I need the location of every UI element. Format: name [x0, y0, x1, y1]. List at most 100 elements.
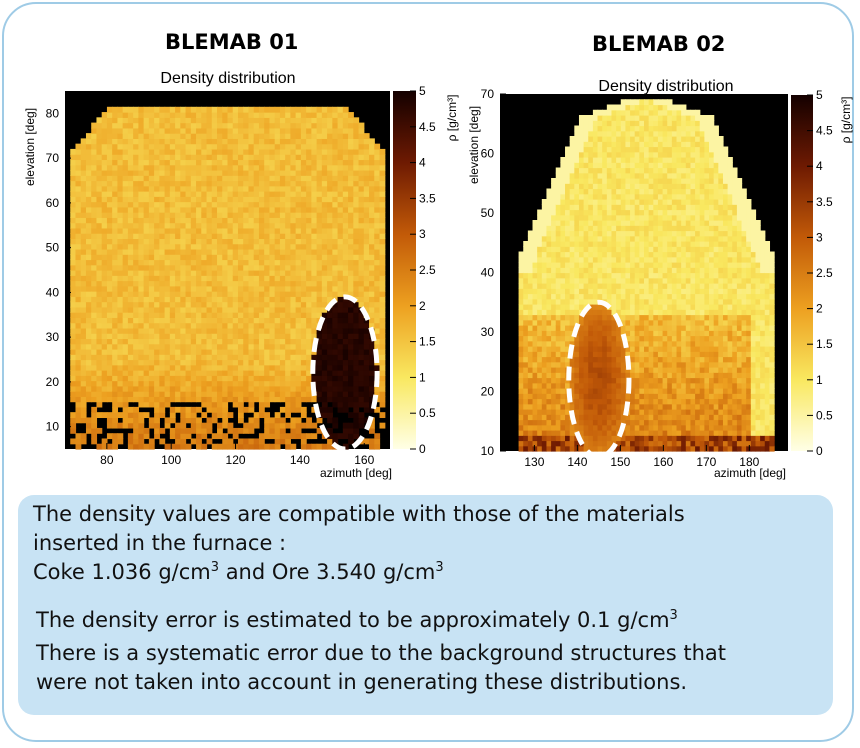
heatmap-cell — [602, 304, 608, 310]
heatmap-cell — [133, 175, 139, 182]
heatmap-cell — [527, 424, 534, 431]
heatmap-cell — [154, 217, 160, 224]
heatmap-cell — [222, 106, 229, 113]
heatmap-cell — [154, 306, 160, 313]
heatmap-cell — [353, 259, 360, 266]
heatmap-cell — [620, 209, 627, 216]
heatmap-cell — [295, 270, 302, 276]
heatmap-cell — [332, 301, 339, 308]
heatmap-cell — [185, 317, 192, 324]
heatmap-cell — [143, 359, 150, 366]
heatmap-cell — [527, 277, 534, 284]
heatmap-cell — [112, 143, 119, 150]
heatmap-cell — [555, 230, 561, 237]
heatmap-cell — [279, 348, 286, 355]
heatmap-cell — [316, 117, 323, 124]
heatmap-cell — [546, 214, 552, 221]
heatmap-cell — [217, 106, 223, 113]
heatmap-cell — [374, 438, 381, 445]
heatmap-cell — [551, 356, 557, 363]
heatmap-cell — [597, 445, 603, 452]
heatmap-cell — [75, 233, 82, 240]
heatmap-cell — [369, 175, 375, 182]
heatmap-cell — [369, 238, 375, 245]
heatmap-cell — [264, 412, 271, 419]
heatmap-cell — [211, 212, 218, 218]
heatmap-cell — [616, 377, 622, 384]
heatmap-cell — [133, 117, 139, 124]
heatmap-cell — [253, 338, 260, 345]
heatmap-cell — [597, 398, 603, 405]
heatmap-cell — [211, 301, 218, 308]
heatmap-cell — [616, 293, 622, 300]
heatmap-cell — [583, 367, 589, 373]
heatmap-cell — [206, 106, 213, 113]
heatmap-cell — [565, 230, 571, 237]
heatmap-cell — [541, 209, 548, 216]
heatmap-cell — [264, 338, 271, 345]
heatmap-cell — [122, 206, 129, 213]
heatmap-cell — [127, 243, 134, 250]
heatmap-cell — [232, 285, 239, 292]
heatmap-cell — [574, 235, 580, 242]
heatmap-cell — [122, 180, 129, 187]
heatmap-cell — [578, 330, 585, 337]
heatmap-cell — [592, 283, 599, 289]
heatmap-cell — [232, 343, 239, 350]
heatmap-cell — [583, 283, 589, 289]
heatmap-cell — [133, 248, 139, 255]
heatmap-cell — [122, 159, 129, 166]
heatmap-cell — [616, 272, 622, 279]
heatmap-cell — [551, 204, 557, 211]
heatmap-cell — [169, 259, 176, 266]
heatmap-cell — [185, 122, 192, 129]
heatmap-cell — [138, 122, 145, 129]
heatmap-cell — [70, 248, 77, 255]
heatmap-cell — [269, 254, 276, 261]
heatmap-cell — [295, 422, 302, 429]
heatmap-cell — [555, 419, 561, 426]
heatmap-cell — [611, 225, 617, 232]
heatmap-cell — [237, 375, 244, 382]
heatmap-cell — [597, 272, 603, 279]
heatmap-cell — [80, 385, 87, 392]
heatmap-cell — [154, 180, 160, 187]
heatmap-cell — [127, 154, 134, 161]
heatmap-cell — [279, 185, 286, 192]
heatmap-cell — [342, 401, 349, 408]
heatmap-cell — [546, 293, 552, 300]
heatmap-cell — [551, 293, 557, 300]
heatmap-cell — [70, 148, 77, 155]
heatmap-cell — [592, 340, 599, 347]
heatmap-cell — [80, 327, 87, 334]
heatmap-cell — [138, 375, 145, 382]
heatmap-cell — [211, 338, 218, 345]
heatmap-cell — [527, 367, 534, 373]
heatmap-cell — [264, 227, 271, 234]
heatmap-cell — [523, 267, 529, 274]
heatmap-cell — [148, 112, 155, 118]
heatmap-cell — [133, 222, 139, 229]
heatmap-cell — [285, 401, 291, 408]
heatmap-cell — [518, 293, 524, 300]
heatmap-cell — [91, 248, 98, 255]
heatmap-cell — [175, 364, 181, 371]
heatmap-cell — [122, 301, 129, 308]
heatmap-cell — [269, 180, 276, 187]
heatmap-cell — [269, 396, 276, 403]
heatmap-cell — [546, 199, 552, 205]
heatmap-cell — [164, 191, 171, 197]
heatmap-cell — [148, 370, 155, 376]
heatmap-cell — [222, 112, 229, 118]
heatmap-cell — [551, 393, 557, 400]
heatmap-cell — [91, 206, 98, 213]
heatmap-cell — [70, 412, 77, 419]
heatmap-cell — [369, 296, 375, 303]
heatmap-cell — [253, 285, 260, 292]
heatmap-cell — [555, 293, 561, 300]
heatmap-cell — [264, 222, 271, 229]
heatmap-cell — [602, 377, 608, 384]
heatmap-cell — [196, 417, 202, 424]
heatmap-cell — [101, 185, 108, 192]
heatmap-cell — [127, 343, 134, 350]
